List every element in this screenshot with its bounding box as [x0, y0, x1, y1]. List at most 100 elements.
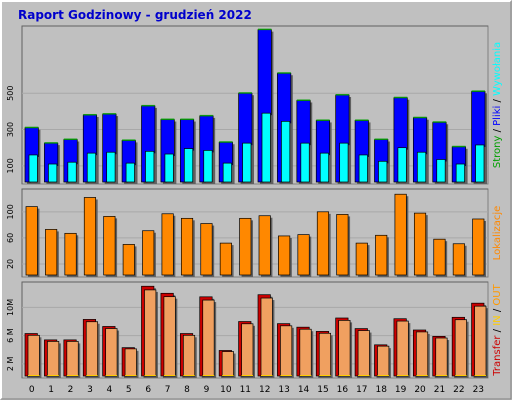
bar-out [47, 341, 60, 377]
bar-wywolania [475, 144, 485, 183]
x-tick-label: 9 [204, 385, 210, 395]
bar-out [202, 299, 215, 377]
bar-wywolania [28, 154, 38, 183]
bar-out [241, 323, 254, 377]
legend-entry: Wywołania [492, 42, 503, 96]
x-tick-label: 0 [29, 385, 35, 395]
x-tick-label: 2 [68, 385, 74, 395]
x-tick-label: 21 [434, 385, 445, 395]
bar-lokalizacje [103, 216, 116, 276]
bar-strony [25, 126, 39, 129]
bar-out [357, 330, 370, 377]
x-tick-label: 8 [184, 385, 190, 395]
bar-in [396, 375, 409, 376]
bar-lokalizacje [219, 242, 232, 276]
x-tick-label: 13 [278, 385, 289, 395]
chart-title: Raport Godzinowy - grudzień 2022 [18, 8, 252, 22]
bar-wywolania [358, 154, 368, 183]
legend-separator: / [492, 326, 503, 336]
bar-wywolania [48, 163, 58, 183]
bar-out [163, 296, 176, 377]
bar-in [183, 375, 195, 376]
bar-in [202, 375, 215, 376]
bar-lokalizacje [355, 242, 368, 276]
bar-in [319, 375, 331, 376]
bar-wywolania [67, 161, 77, 183]
bar-in [125, 375, 137, 376]
bar-out [105, 328, 118, 377]
bar-out [415, 331, 429, 377]
bar-strony [277, 72, 291, 74]
legend-entry: OUT [492, 283, 503, 305]
bar-lokalizacje [25, 206, 38, 276]
bar-strony [160, 118, 175, 121]
bar-strony [335, 94, 350, 96]
panel-transfer: 2 M 6 M 10M [6, 281, 489, 379]
x-tick-label: 7 [165, 385, 171, 395]
bar-strony [258, 28, 272, 31]
legend-entry: Strony [492, 136, 503, 169]
x-tick-label: 5 [126, 385, 132, 395]
bar-wywolania [261, 112, 271, 183]
bar-out [474, 305, 487, 377]
legend-locations: Lokalizacje [492, 206, 503, 261]
bar-out [318, 332, 332, 377]
bar-in [105, 375, 118, 376]
bar-lokalizacje [45, 229, 58, 276]
bar-out [66, 341, 79, 377]
legend-separator: / [492, 126, 503, 136]
bar-out [377, 345, 390, 377]
bar-wywolania [455, 163, 465, 183]
legend-entry: Transfer [492, 335, 503, 377]
legend-transfer: Transfer / IN / OUT [492, 283, 503, 376]
bar-strony [393, 96, 408, 99]
bar-wywolania [86, 152, 97, 183]
bar-strony [374, 138, 388, 141]
y-tick-label: 100 [6, 204, 15, 219]
panel-frame-edge [21, 188, 488, 277]
bar-wywolania [397, 147, 407, 183]
bar-out [85, 321, 99, 377]
bar-in [86, 375, 98, 376]
bar-strony [355, 119, 369, 121]
bar-lokalizacje [336, 214, 349, 276]
bar-wywolania [222, 162, 232, 183]
bar-out [144, 289, 157, 377]
bar-in [435, 375, 448, 376]
bar-wywolania [319, 152, 330, 183]
bar-out [454, 319, 467, 377]
y-tick-label: 500 [6, 86, 15, 101]
bar-strony [63, 138, 78, 141]
bar-wywolania [203, 150, 213, 183]
bar-in [28, 375, 40, 376]
bar-lokalizacje [200, 223, 213, 276]
bar-in [241, 375, 253, 376]
bar-lokalizacje [297, 234, 310, 276]
bar-out [280, 325, 293, 377]
bar-out [299, 328, 312, 377]
panel-hits: 100 300 500 [6, 25, 489, 185]
bar-lokalizacje [394, 193, 407, 276]
bar-out [396, 320, 409, 377]
bar-in [416, 375, 428, 376]
bar-lokalizacje [433, 238, 446, 276]
bar-lokalizacje [258, 215, 271, 276]
y-tick-label: 10M [6, 299, 15, 316]
bar-strony [199, 114, 214, 117]
bar-in [280, 375, 292, 376]
bar-strony [122, 139, 136, 141]
bar-strony [296, 99, 311, 101]
bar-out [260, 297, 273, 377]
bar-strony [44, 142, 58, 144]
bar-out [27, 334, 40, 377]
bar-strony [452, 145, 466, 148]
x-tick-label: 14 [298, 385, 310, 395]
bar-in [358, 375, 370, 376]
y-tick-label: 2 M [6, 357, 15, 372]
y-tick-label: 6 M [6, 328, 15, 343]
panel-frame-edge [21, 25, 488, 184]
x-tick-label: 10 [220, 385, 232, 395]
